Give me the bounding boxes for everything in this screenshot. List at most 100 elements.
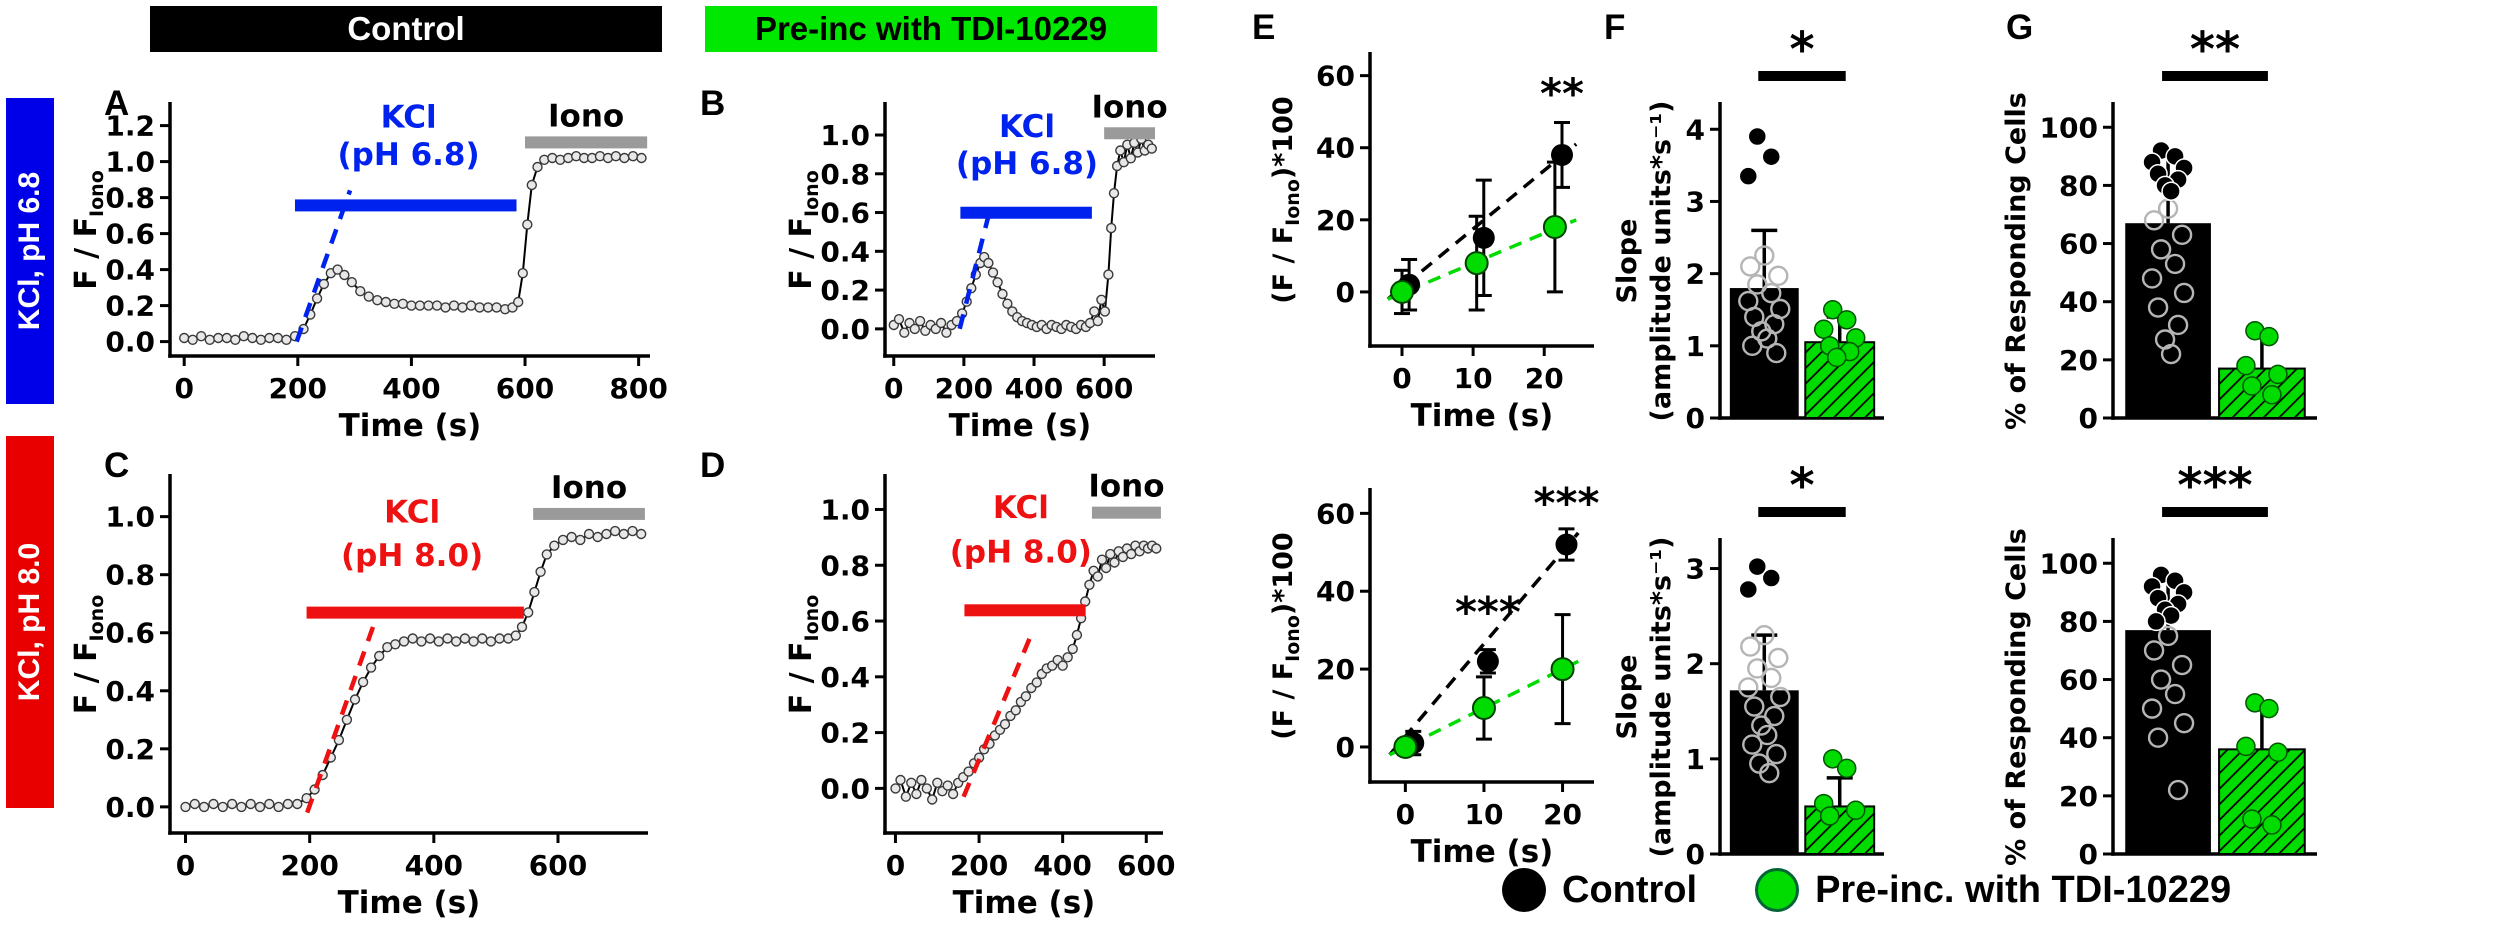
svg-text:0.8: 0.8 <box>105 559 155 592</box>
svg-text:20: 20 <box>1316 653 1355 686</box>
svg-text:20: 20 <box>2059 780 2098 813</box>
svg-text:600: 600 <box>1075 372 1133 405</box>
svg-text:80: 80 <box>2059 169 2098 202</box>
svg-text:80: 80 <box>2059 605 2098 638</box>
svg-text:KCl: KCl <box>381 99 437 135</box>
svg-text:800: 800 <box>609 372 667 405</box>
svg-text:0.0: 0.0 <box>820 313 870 346</box>
svg-text:0.4: 0.4 <box>105 675 155 708</box>
svg-text:0: 0 <box>2079 402 2098 435</box>
panel-letter-d: D <box>700 446 726 485</box>
svg-text:0: 0 <box>1336 276 1355 309</box>
svg-text:1: 1 <box>1686 330 1705 363</box>
panel-d-trace-chart: 0 200 400 600 0.0 0.2 0.4 0.6 0.8 1.0 Time (s) F / … <box>784 469 1176 921</box>
svg-text:0: 0 <box>1396 798 1415 831</box>
svg-text:0: 0 <box>1392 362 1411 395</box>
panel-f-bottom-bar-chart: 0 1 2 3 Slope (amplitude units*s⁻¹) * <box>1612 458 1884 871</box>
panel-c-trace-chart: 0 200 400 600 0.0 0.2 0.4 0.6 0.8 1.0 Time (s) F / … <box>70 470 648 921</box>
svg-text:1.0: 1.0 <box>820 493 870 526</box>
svg-text:(amplitude units*s⁻¹): (amplitude units*s⁻¹) <box>1646 101 1677 422</box>
svg-text:60: 60 <box>2059 664 2098 697</box>
panel-letter-e: E <box>1252 8 1276 47</box>
svg-text:40: 40 <box>2059 722 2098 755</box>
svg-text:20: 20 <box>2059 344 2098 377</box>
svg-text:0.8: 0.8 <box>820 158 870 191</box>
svg-text:0.6: 0.6 <box>105 218 155 251</box>
svg-text:40: 40 <box>1316 575 1355 608</box>
svg-text:0.6: 0.6 <box>105 617 155 650</box>
svg-text:20: 20 <box>1525 362 1564 395</box>
svg-text:2: 2 <box>1686 258 1705 291</box>
svg-text:200: 200 <box>935 372 993 405</box>
svg-text:0.6: 0.6 <box>820 197 870 230</box>
row-label-kcl-ph80-text: KCl, pH 8.0 <box>13 542 46 702</box>
panel-a-trace-chart: 0 200 400 600 800 0.00.20.40.60.81.01.2 Time (… <box>70 98 668 444</box>
svg-text:(pH 6.8): (pH 6.8) <box>337 137 479 173</box>
svg-text:60: 60 <box>1316 60 1355 93</box>
row-label-kcl-ph68: KCl, pH 6.8 <box>6 98 54 404</box>
panel-letter-a: A <box>104 84 130 123</box>
svg-text:20: 20 <box>1316 204 1355 237</box>
panel-g-bottom-bar-chart: 0 20 40 60 80 100 % of Responding Cells *** <box>2001 458 2317 871</box>
tdi-column-header: Pre-inc with TDI-10229 <box>705 6 1157 52</box>
svg-text:0.4: 0.4 <box>820 661 870 694</box>
svg-text:***: *** <box>2177 458 2252 514</box>
svg-text:Time (s): Time (s) <box>339 408 482 444</box>
svg-text:0.8: 0.8 <box>105 182 155 215</box>
svg-text:0.2: 0.2 <box>820 717 870 750</box>
svg-text:(F / FIono)*100: (F / FIono)*100 <box>1268 532 1304 739</box>
svg-text:(F / FIono)*100: (F / FIono)*100 <box>1268 96 1304 303</box>
svg-text:F / FIono: F / FIono <box>70 170 108 290</box>
svg-text:Time (s): Time (s) <box>953 885 1096 921</box>
svg-text:KCl: KCl <box>993 490 1049 526</box>
svg-text:100: 100 <box>2040 547 2098 580</box>
panel-letter-c: C <box>104 446 130 485</box>
svg-text:F / FIono: F / FIono <box>784 170 823 290</box>
svg-text:Iono: Iono <box>1091 89 1167 125</box>
panel-f-top-bar-chart: 0 1 2 3 4 Slope (amplitude units*s⁻¹) * <box>1612 22 1884 435</box>
panel-e-top-scatter-chart: 0 10 20 0 20 40 60 Time (s) (F / FIono)*100 ** <box>1268 52 1594 434</box>
svg-text:10: 10 <box>1464 798 1503 831</box>
legend-tdi-marker-icon <box>1755 868 1800 912</box>
svg-text:0: 0 <box>1336 731 1355 764</box>
control-column-header: Control <box>150 6 662 52</box>
svg-text:Time (s): Time (s) <box>1411 398 1554 434</box>
svg-text:Slope: Slope <box>1612 219 1643 304</box>
svg-text:400: 400 <box>382 372 440 405</box>
svg-text:200: 200 <box>950 849 1008 882</box>
row-label-kcl-ph80: KCl, pH 8.0 <box>6 436 54 808</box>
svg-text:F / FIono: F / FIono <box>70 595 108 715</box>
svg-text:4: 4 <box>1686 113 1705 146</box>
svg-text:40: 40 <box>2059 286 2098 319</box>
svg-text:1.2: 1.2 <box>105 110 155 143</box>
legend-tdi-label: Pre-inc. with TDI-10229 <box>1815 868 2232 911</box>
panel-g-top-bar-chart: 0 20 40 60 80 100 % of Responding Cells ** <box>2001 22 2317 435</box>
svg-text:0.2: 0.2 <box>105 290 155 323</box>
svg-text:**: ** <box>1540 69 1584 118</box>
svg-text:0: 0 <box>2079 838 2098 871</box>
svg-text:(pH 6.8): (pH 6.8) <box>956 146 1098 182</box>
legend-control-marker-icon <box>1502 868 1546 912</box>
svg-text:% of Responding Cells: % of Responding Cells <box>2001 528 2032 866</box>
svg-text:Iono: Iono <box>551 470 627 506</box>
svg-text:0.6: 0.6 <box>820 605 870 638</box>
svg-text:KCl: KCl <box>384 494 440 530</box>
svg-text:3: 3 <box>1686 553 1705 586</box>
svg-text:20: 20 <box>1543 798 1582 831</box>
svg-text:***: *** <box>1455 587 1521 636</box>
svg-text:1: 1 <box>1686 743 1705 776</box>
svg-text:0.0: 0.0 <box>105 791 155 824</box>
svg-text:0: 0 <box>886 849 905 882</box>
svg-text:0.8: 0.8 <box>820 549 870 582</box>
svg-text:(amplitude units*s⁻¹): (amplitude units*s⁻¹) <box>1646 537 1677 858</box>
svg-text:F / FIono: F / FIono <box>784 595 823 715</box>
svg-text:Time (s): Time (s) <box>338 885 481 921</box>
svg-text:2: 2 <box>1686 648 1705 681</box>
svg-text:Time (s): Time (s) <box>1411 834 1554 870</box>
svg-text:Time (s): Time (s) <box>949 408 1092 444</box>
svg-text:100: 100 <box>2040 111 2098 144</box>
svg-text:Slope: Slope <box>1612 655 1643 740</box>
svg-text:0: 0 <box>1686 838 1705 871</box>
svg-text:0.2: 0.2 <box>105 733 155 766</box>
svg-text:600: 600 <box>496 372 554 405</box>
